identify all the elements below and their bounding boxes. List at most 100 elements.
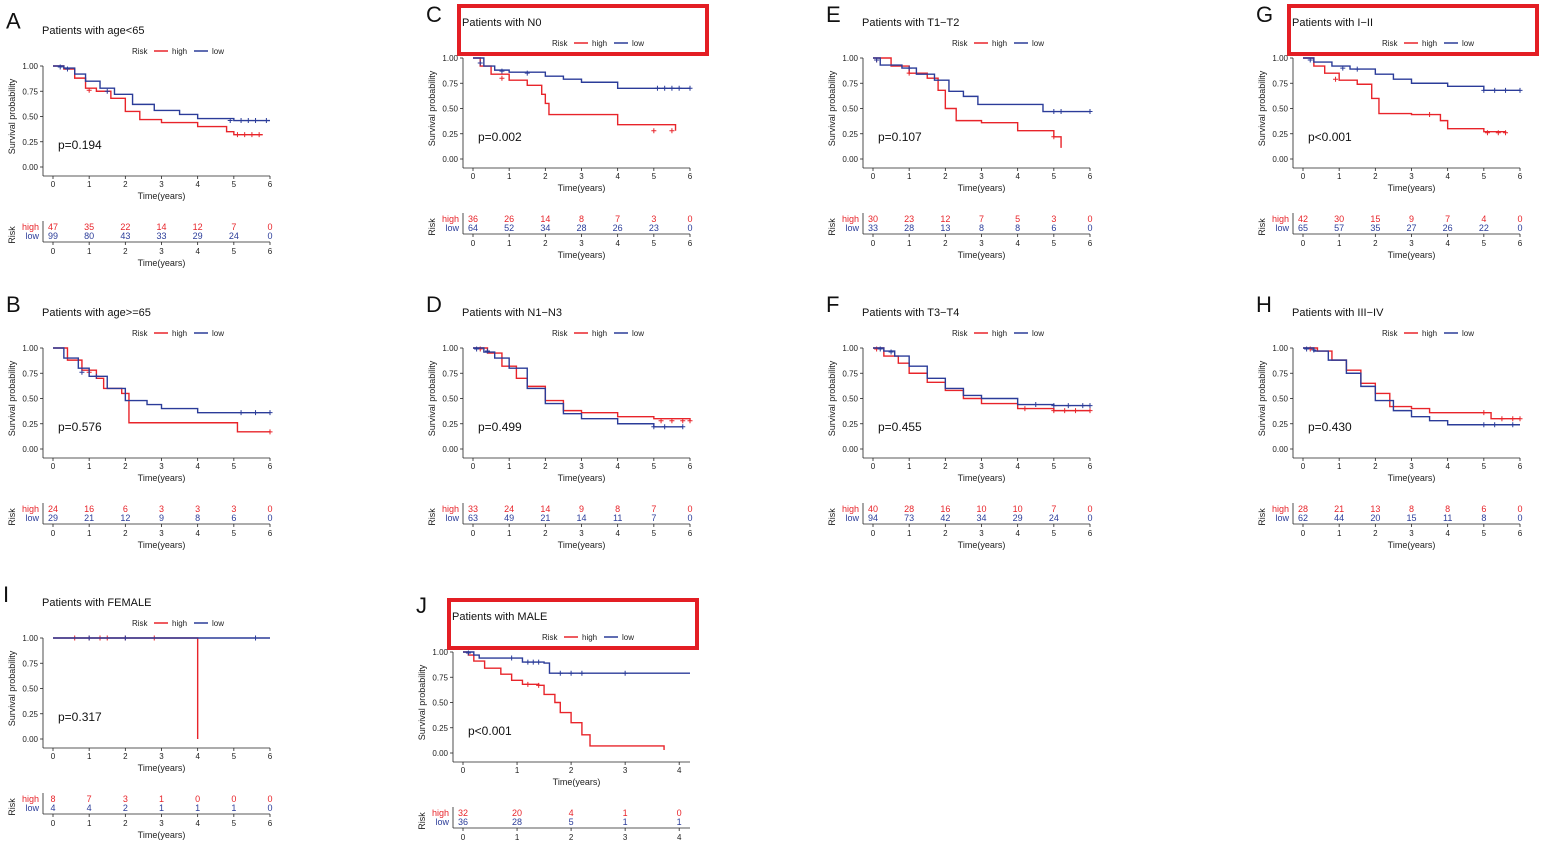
y-tick-label: 0.00 (22, 163, 38, 172)
censor-mark-high (249, 132, 255, 138)
risk-count-high: 8 (579, 214, 584, 224)
risk-count-low: 57 (1334, 223, 1344, 233)
y-tick-label: 0.50 (842, 395, 858, 404)
risk-x-axis-label: Time(years) (1388, 250, 1436, 260)
risk-x-tick-label: 6 (1518, 529, 1523, 538)
risk-x-axis-label: Time(years) (958, 250, 1006, 260)
risk-count-low: 52 (504, 223, 514, 233)
risk-count-high: 0 (231, 794, 236, 804)
risk-x-axis-label: Time(years) (138, 830, 186, 840)
risk-count-low: 27 (1406, 223, 1416, 233)
censor-mark-high (1481, 410, 1487, 416)
risk-row-low-label: low (445, 223, 459, 233)
y-tick-label: 0.00 (1272, 155, 1288, 164)
censor-mark-low (484, 348, 490, 354)
x-tick-label: 3 (159, 180, 164, 189)
risk-count-low: 28 (512, 817, 522, 827)
risk-row-low-label: low (25, 803, 39, 813)
risk-table-label: Risk (417, 812, 427, 830)
panel-title: Patients with age>=65 (42, 307, 151, 319)
y-tick-label: 0.25 (1272, 420, 1288, 429)
x-tick-label: 6 (1518, 462, 1523, 471)
risk-x-tick-label: 2 (943, 529, 948, 538)
censor-mark-low (680, 424, 686, 430)
censor-mark-high (1087, 408, 1093, 414)
risk-count-low: 33 (156, 231, 166, 241)
risk-count-low: 0 (687, 223, 692, 233)
km-curve-low (1303, 57, 1520, 92)
risk-count-high: 8 (1409, 504, 1414, 514)
risk-x-tick-label: 4 (615, 529, 620, 538)
risk-x-tick-label: 1 (87, 819, 92, 828)
risk-x-tick-label: 0 (871, 239, 876, 248)
risk-count-low: 26 (1443, 223, 1453, 233)
x-tick-label: 0 (1301, 462, 1306, 471)
censor-mark-low (651, 424, 657, 430)
censor-mark-low (874, 57, 880, 63)
legend-low-label: low (632, 39, 644, 48)
risk-count-high: 14 (540, 214, 550, 224)
highlight-box (457, 4, 709, 56)
risk-count-high: 9 (1409, 214, 1414, 224)
risk-count-high: 0 (1087, 504, 1092, 514)
risk-count-high: 7 (651, 504, 656, 514)
risk-count-low: 6 (1051, 223, 1056, 233)
y-tick-label: 0.00 (842, 445, 858, 454)
risk-count-high: 26 (504, 214, 514, 224)
censor-mark-low (1503, 87, 1509, 93)
censor-mark-high (1517, 416, 1523, 422)
risk-count-low: 1 (159, 803, 164, 813)
legend-low-label: low (1032, 329, 1044, 338)
risk-x-axis-label: Time(years) (558, 540, 606, 550)
risk-x-tick-label: 0 (1301, 239, 1306, 248)
risk-count-high: 0 (687, 214, 692, 224)
x-tick-label: 6 (1088, 172, 1093, 181)
risk-count-low: 42 (940, 513, 950, 523)
km-curve-high (473, 347, 691, 421)
censor-mark-low (622, 670, 628, 676)
x-tick-label: 1 (507, 172, 512, 181)
censor-mark-low (57, 64, 63, 70)
x-axis-label: Time(years) (558, 473, 606, 483)
y-axis-label: Survival probability (827, 360, 837, 436)
y-tick-label: 1.00 (1272, 54, 1288, 63)
km-curve-low (873, 57, 1090, 113)
p-value: p=0.576 (58, 420, 102, 434)
x-tick-label: 6 (688, 462, 693, 471)
km-curve-low (53, 347, 270, 414)
x-tick-label: 6 (1518, 172, 1523, 181)
censor-mark-low (1307, 57, 1313, 63)
risk-count-high: 0 (1087, 214, 1092, 224)
panel-title: Patients with I−II (1292, 17, 1373, 29)
y-tick-label: 0.75 (442, 369, 458, 378)
x-tick-label: 4 (615, 462, 620, 471)
risk-x-tick-label: 5 (232, 529, 237, 538)
censor-mark-low (906, 65, 912, 71)
risk-count-low: 1 (195, 803, 200, 813)
x-tick-label: 3 (159, 752, 164, 761)
risk-count-low: 0 (1087, 513, 1092, 523)
y-tick-label: 0.50 (22, 395, 38, 404)
censor-mark-low (1492, 87, 1498, 93)
x-tick-label: 3 (159, 462, 164, 471)
risk-x-tick-label: 3 (1409, 529, 1414, 538)
risk-x-tick-label: 2 (1373, 529, 1378, 538)
legend-high-label: high (172, 47, 187, 56)
risk-table-label: Risk (7, 226, 17, 244)
censor-mark-low (477, 60, 483, 66)
risk-x-tick-label: 4 (1445, 529, 1450, 538)
risk-count-low: 73 (904, 513, 914, 523)
y-axis-label: Survival probability (1257, 70, 1267, 146)
risk-count-low: 0 (1087, 223, 1092, 233)
risk-x-tick-label: 4 (1015, 239, 1020, 248)
y-axis-label: Survival probability (7, 650, 17, 726)
x-tick-label: 2 (123, 752, 128, 761)
risk-count-low: 24 (229, 231, 239, 241)
risk-x-axis-label: Time(years) (958, 540, 1006, 550)
risk-x-tick-label: 3 (1409, 239, 1414, 248)
risk-x-tick-label: 0 (471, 529, 476, 538)
risk-count-high: 4 (1481, 214, 1486, 224)
km-curve-low (473, 347, 683, 428)
km-curve-high (53, 65, 263, 136)
risk-count-high: 4 (569, 808, 574, 818)
